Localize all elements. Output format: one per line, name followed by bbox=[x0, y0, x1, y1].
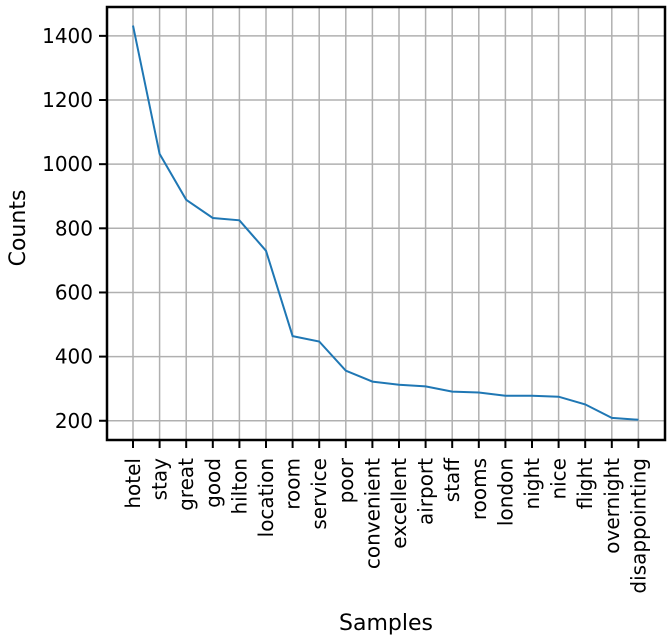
plot-frame bbox=[105, 5, 667, 442]
series-line bbox=[132, 25, 639, 421]
x-tick-label: nice bbox=[547, 458, 571, 500]
x-axis-title: Samples bbox=[339, 611, 433, 636]
y-axis-title: Counts bbox=[6, 190, 31, 267]
x-tick-label: london bbox=[493, 458, 517, 526]
y-axis: 200 400 600 800 1000 1200 1400 bbox=[42, 24, 107, 433]
x-tick-label: room bbox=[281, 458, 305, 510]
y-tick-label: 1400 bbox=[42, 24, 93, 48]
y-tick-label: 600 bbox=[55, 280, 93, 304]
x-tick-label: night bbox=[520, 458, 544, 510]
y-tick-label: 1000 bbox=[42, 152, 93, 176]
x-tick-label: good bbox=[201, 458, 225, 508]
x-tick-label: hilton bbox=[227, 458, 251, 515]
x-tick-label: location bbox=[254, 458, 278, 537]
x-axis: hotel stay great good hilton location room serv… bbox=[121, 440, 650, 594]
x-tick-label: disappointing bbox=[626, 458, 650, 594]
x-tick-label: staff bbox=[440, 457, 464, 503]
grid-lines bbox=[107, 7, 665, 440]
x-tick-label: poor bbox=[334, 457, 358, 503]
x-tick-label: overnight bbox=[600, 458, 624, 554]
x-tick-label: great bbox=[174, 458, 198, 511]
y-tick-label: 200 bbox=[55, 409, 93, 433]
x-tick-label: rooms bbox=[467, 458, 491, 520]
x-tick-label: convenient bbox=[360, 458, 384, 569]
x-tick-label: hotel bbox=[121, 458, 145, 509]
y-tick-label: 1200 bbox=[42, 88, 93, 112]
x-tick-label: stay bbox=[148, 458, 172, 501]
y-tick-label: 800 bbox=[55, 216, 93, 240]
y-tick-label: 400 bbox=[55, 345, 93, 369]
x-tick-label: excellent bbox=[387, 458, 411, 549]
x-tick-label: flight bbox=[573, 458, 597, 510]
x-tick-label: airport bbox=[414, 458, 438, 525]
x-tick-label: service bbox=[307, 458, 331, 530]
